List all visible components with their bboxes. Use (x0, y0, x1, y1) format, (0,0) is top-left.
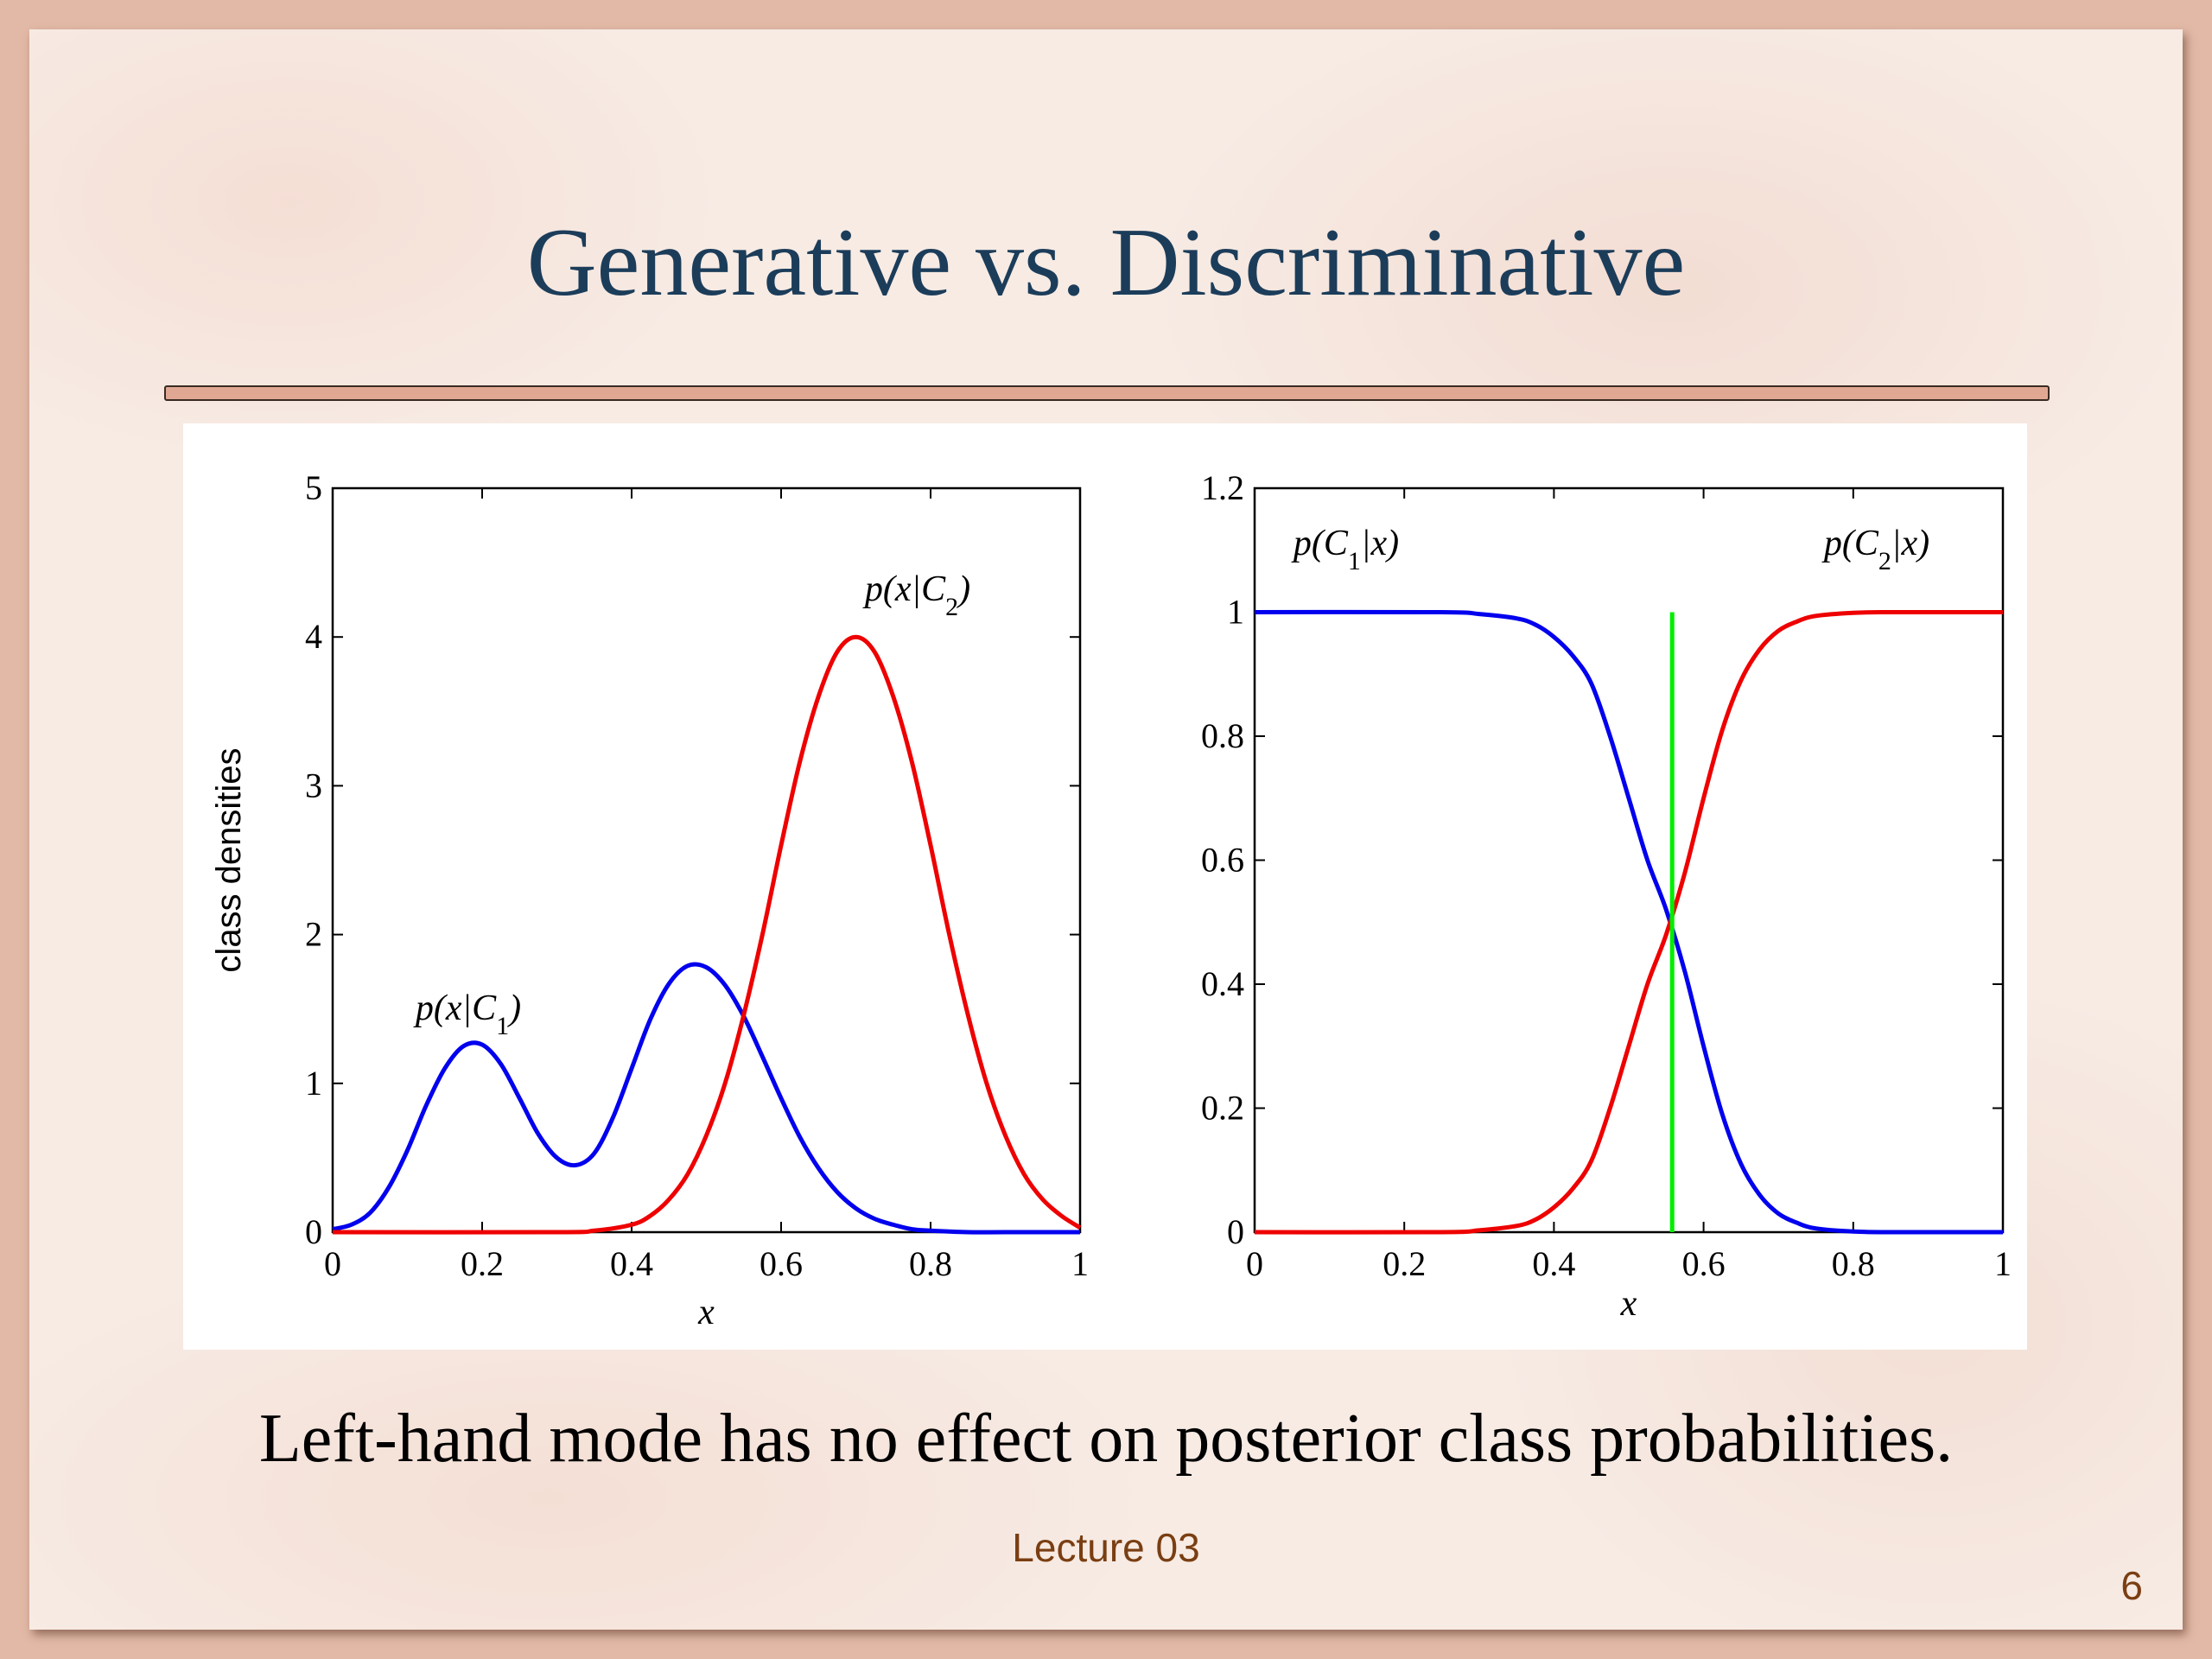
chart2-xtick-label: 0.2 (1382, 1244, 1426, 1283)
chart2-ytick-label: 0.8 (1201, 716, 1244, 755)
chart2-xtick-label: 1 (1994, 1244, 2012, 1283)
chart1-ytick-label: 1 (305, 1064, 322, 1103)
chart2-ytick-label: 0 (1227, 1212, 1244, 1251)
chart2-ytick-label: 0.4 (1201, 964, 1244, 1003)
chart2-ytick-label: 1 (1227, 593, 1244, 632)
chart2-x-axis-label: x (1620, 1284, 1637, 1324)
slide-title: Generative vs. Discriminative (526, 209, 1686, 316)
chart1-series-p-x-c2 (332, 634, 1082, 1235)
chart1-ytick-label: 2 (305, 915, 322, 954)
slide-caption: Left-hand mode has no effect on posterio… (258, 1401, 1954, 1477)
chart1-ytick-label: 5 (305, 468, 322, 507)
chart2-xtick-label: 0.4 (1532, 1244, 1575, 1283)
chart1-annotation-1: p(x|C1) (413, 988, 521, 1040)
chart2-xtick-label: 0.6 (1682, 1244, 1726, 1283)
chart2-ytick-label: 0.6 (1201, 841, 1244, 880)
chart1-axes-frame (331, 486, 1082, 1234)
chart2-annotation-2: p(C2|x) (1821, 524, 1929, 575)
chart1-y-axis-label: class densities (210, 747, 248, 972)
chart1-ytick-label: 0 (305, 1212, 322, 1251)
chart2-ytick-label: 0.2 (1201, 1089, 1244, 1128)
chart1-annotation-2: p(x|C2) (862, 569, 970, 621)
chart1-x-axis-label: x (697, 1293, 715, 1332)
page-number: 6 (2120, 1563, 2143, 1608)
chart2-xtick-label: 0.8 (1832, 1244, 1875, 1283)
chart2-ytick-label: 1.2 (1201, 468, 1244, 507)
chart2-axes-frame (1253, 486, 2005, 1234)
chart1-xtick-label: 0.6 (760, 1244, 803, 1283)
chart1-xtick-label: 1 (1071, 1244, 1089, 1283)
chart1-xtick-label: 0.4 (610, 1244, 653, 1283)
chart1-xtick-label: 0.8 (909, 1244, 952, 1283)
chart1-series-p-x-c1 (332, 962, 1080, 1235)
chart1-ytick-label: 4 (305, 617, 322, 656)
chart1-ytick-label: 3 (305, 766, 322, 804)
chart1-xtick-label: 0.2 (461, 1244, 504, 1283)
chart2-series-p-c2-x (1254, 609, 2004, 1235)
chart2-annotation-1: p(C1|x) (1291, 524, 1399, 575)
chart1-xtick-label: 0 (324, 1244, 341, 1283)
chart2-series-p-c1-x (1254, 609, 2004, 1235)
title-divider (164, 385, 2050, 401)
figure-panel: 0 0.2 0.4 0.6 0.8 1 0 1 2 3 4 5 x class densities p(x|… (183, 423, 2027, 1350)
footer-text: Lecture 03 (1012, 1525, 1200, 1570)
charts-svg: 0 0.2 0.4 0.6 0.8 1 0 1 2 3 4 5 x class densities p(x|… (210, 468, 2012, 1332)
chart2-xtick-label: 0 (1246, 1244, 1263, 1283)
